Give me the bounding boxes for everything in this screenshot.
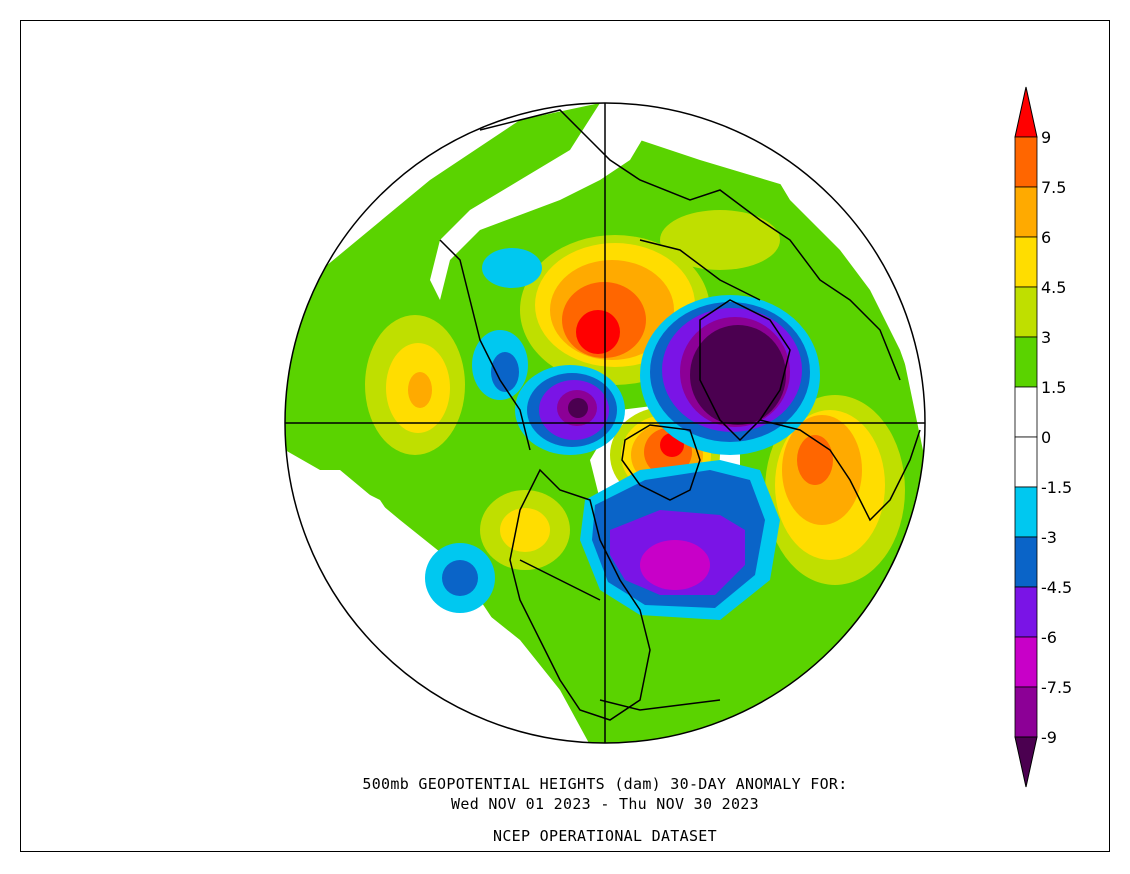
pos-asia-3 [660,210,780,270]
pos-europe-7-5 [797,435,833,485]
coastlines [439,109,921,721]
colorbar-tick-label: -4.5 [1041,578,1072,597]
colorbar-tick-label: 9 [1041,128,1051,147]
colorbar-tick-label: 1.5 [1041,378,1066,397]
pos-nepac-4-5 [500,508,550,552]
colorbar-swatch [1014,536,1038,588]
colorbar-swatch [1014,336,1038,388]
border-asia-2 [519,559,601,601]
colorbar-swatch [1014,286,1038,338]
colorbar-swatch [1014,686,1038,738]
pos-pacific-6 [408,372,432,408]
caption-line1: 500mb GEOPOTENTIAL HEIGHTS (dam) 30-DAY … [362,775,848,793]
neg-na-6 [640,540,710,590]
colorbar-tick-label: -6 [1041,628,1057,647]
colorbar-swatch [1014,236,1038,288]
border-asia-1 [639,239,761,301]
colorbar-tick-label: -3 [1041,528,1057,547]
colorbar-swatch [1014,136,1038,188]
colorbar-swatch [1014,586,1038,638]
caption-line2: Wed NOV 01 2023 - Thu NOV 30 2023 [451,795,759,813]
colorbar-swatch [1014,486,1038,538]
colorbar-tick-label: 0 [1041,428,1051,447]
caption-line3: NCEP OPERATIONAL DATASET [493,827,717,845]
coast-north-america [509,468,651,721]
colorbar-bottom-arrow [1014,736,1038,788]
colorbar-swatch [1014,386,1038,438]
neg-scand-7-5 [690,325,786,425]
neg-alaska-7-5 [568,398,588,418]
pos-siberia-9 [576,310,620,354]
colorbar-tick-label: 7.5 [1041,178,1066,197]
colorbar-swatch [1014,436,1038,488]
coast-caribbean [599,699,721,711]
neg-pac-3 [442,560,478,596]
colorbar-swatch [1014,186,1038,238]
neg-gulf-3 [491,352,519,392]
colorbar: 9 7.5 6 4.5 3 1.5 0 -1.5 -3 -4.5 -6 -7.5 -9 [1014,86,1072,788]
colorbar-swatch [1014,636,1038,688]
figure-frame [20,20,1110,852]
colorbar-tick-label: -1.5 [1041,478,1072,497]
colorbar-tick-label: 3 [1041,328,1051,347]
colorbar-tick-label: 4.5 [1041,278,1066,297]
colorbar-tick-label: -9 [1041,728,1057,747]
coast-greenland [621,424,701,501]
colorbar-tick-label: 6 [1041,228,1051,247]
coast-asia-east [439,239,531,451]
coast-europe [759,419,921,522]
coast-scandinavia [699,299,791,442]
anomaly-field [285,103,925,743]
neg-bering-1-5 [482,248,542,288]
colorbar-tick-label: -7.5 [1041,678,1072,697]
disc-border [284,102,926,744]
coast-eurasia-north [479,109,901,381]
colorbar-top-arrow [1014,86,1038,138]
